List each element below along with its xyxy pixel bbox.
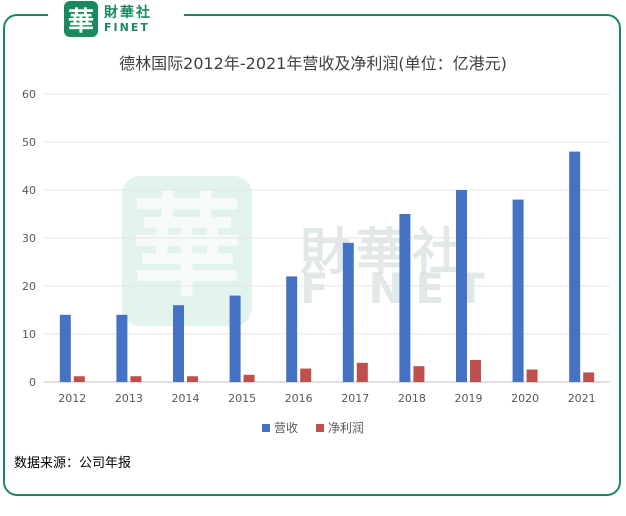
x-tick-label: 2021 <box>568 392 596 405</box>
brand-logo: 華 財華社 FINET <box>48 0 184 38</box>
x-tick-label: 2014 <box>172 392 200 405</box>
x-tick-label: 2015 <box>228 392 256 405</box>
bar-net-profit <box>187 376 198 382</box>
bar-revenue <box>512 199 524 382</box>
bar-net-profit <box>583 372 595 382</box>
brand-text: 財華社 FINET <box>104 6 152 33</box>
bar-net-profit <box>356 362 368 382</box>
y-tick-label: 10 <box>22 328 36 341</box>
bar-revenue <box>116 314 128 382</box>
legend-item-revenue: 营收 <box>261 419 298 436</box>
bar-revenue <box>456 190 467 382</box>
x-tick-label: 2012 <box>58 392 86 405</box>
legend-swatch-revenue <box>261 423 270 432</box>
y-tick-label: 0 <box>29 376 36 389</box>
bar-revenue <box>173 305 184 382</box>
bar-revenue <box>569 151 581 382</box>
brand-name-en: FINET <box>104 20 150 34</box>
brand-badge: 華 <box>64 1 98 37</box>
y-tick-label: 60 <box>22 88 36 101</box>
legend-item-profit: 净利润 <box>316 419 364 436</box>
x-tick-label: 2017 <box>341 392 369 405</box>
y-tick-label: 50 <box>22 136 36 149</box>
legend-label-revenue: 营收 <box>273 421 298 435</box>
bar-revenue <box>229 295 241 382</box>
bar-net-profit <box>73 376 85 382</box>
chart-title: 德林国际2012年-2021年营收及净利润(单位：亿港元) <box>119 54 507 73</box>
y-tick-label: 30 <box>22 232 36 245</box>
data-source-note: 数据来源：公司年报 <box>14 456 132 471</box>
y-tick-label: 20 <box>22 280 36 293</box>
bar-net-profit <box>470 359 481 382</box>
bar-net-profit <box>300 368 312 382</box>
y-tick-label: 40 <box>22 184 36 197</box>
legend-swatch-profit <box>316 423 324 432</box>
bar-net-profit <box>413 366 425 382</box>
brand-name-cn: 財華社 <box>104 4 152 21</box>
bar-net-profit <box>243 374 255 382</box>
legend-label-profit: 净利润 <box>328 421 365 435</box>
x-tick-label: 2013 <box>115 392 143 405</box>
x-tick-label: 2020 <box>511 392 539 405</box>
x-tick-label: 2016 <box>285 392 313 405</box>
bar-net-profit <box>130 376 142 382</box>
bar-net-profit <box>526 369 538 382</box>
bar-revenue <box>286 276 298 382</box>
bar-revenue <box>342 242 354 382</box>
chart-frame <box>3 14 621 496</box>
x-tick-label: 2018 <box>398 392 426 405</box>
bar-revenue <box>59 314 71 382</box>
bar-revenue <box>399 214 411 382</box>
chart-legend: 营收 净利润 <box>0 419 626 436</box>
x-tick-label: 2019 <box>455 392 483 405</box>
